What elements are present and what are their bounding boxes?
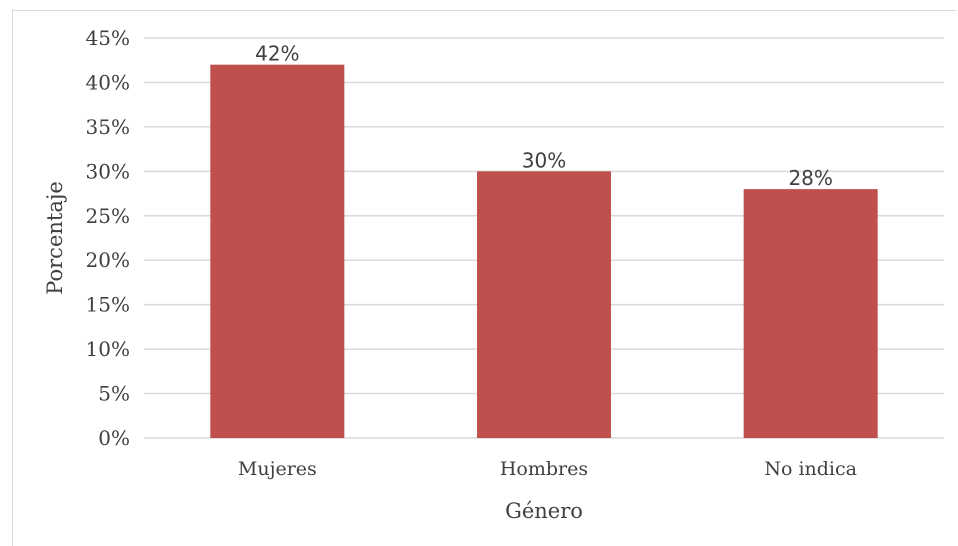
x-axis-title: Género — [505, 499, 583, 523]
y-tick-label: 0% — [98, 426, 130, 450]
data-label: 28% — [788, 166, 832, 190]
y-tick-label: 5% — [98, 382, 130, 406]
bar-mujeres — [210, 64, 345, 439]
y-tick-label: 10% — [86, 337, 130, 361]
x-axis-categories: Mujeres Hombres No indica — [238, 458, 857, 480]
data-labels: 42% 30% 28% — [255, 42, 833, 190]
y-tick-label: 40% — [86, 70, 130, 94]
y-tick-label: 45% — [86, 26, 130, 50]
y-axis-ticks: 0% 5% 10% 15% 20% 25% 30% 35% 40% 45% — [86, 26, 130, 450]
y-axis-title: Porcentaje — [43, 181, 67, 295]
bars — [210, 64, 878, 439]
y-tick-label: 25% — [86, 204, 130, 228]
x-category-label: Hombres — [500, 458, 588, 480]
x-category-label: No indica — [764, 458, 857, 480]
y-tick-label: 35% — [86, 115, 130, 139]
data-label: 30% — [522, 148, 566, 172]
data-label: 42% — [255, 42, 299, 66]
bar-no-indica — [743, 189, 878, 438]
y-tick-label: 30% — [86, 159, 130, 183]
y-tick-label: 20% — [86, 248, 130, 272]
y-tick-label: 15% — [86, 293, 130, 317]
x-category-label: Mujeres — [238, 458, 317, 480]
bar-hombres — [477, 171, 611, 439]
